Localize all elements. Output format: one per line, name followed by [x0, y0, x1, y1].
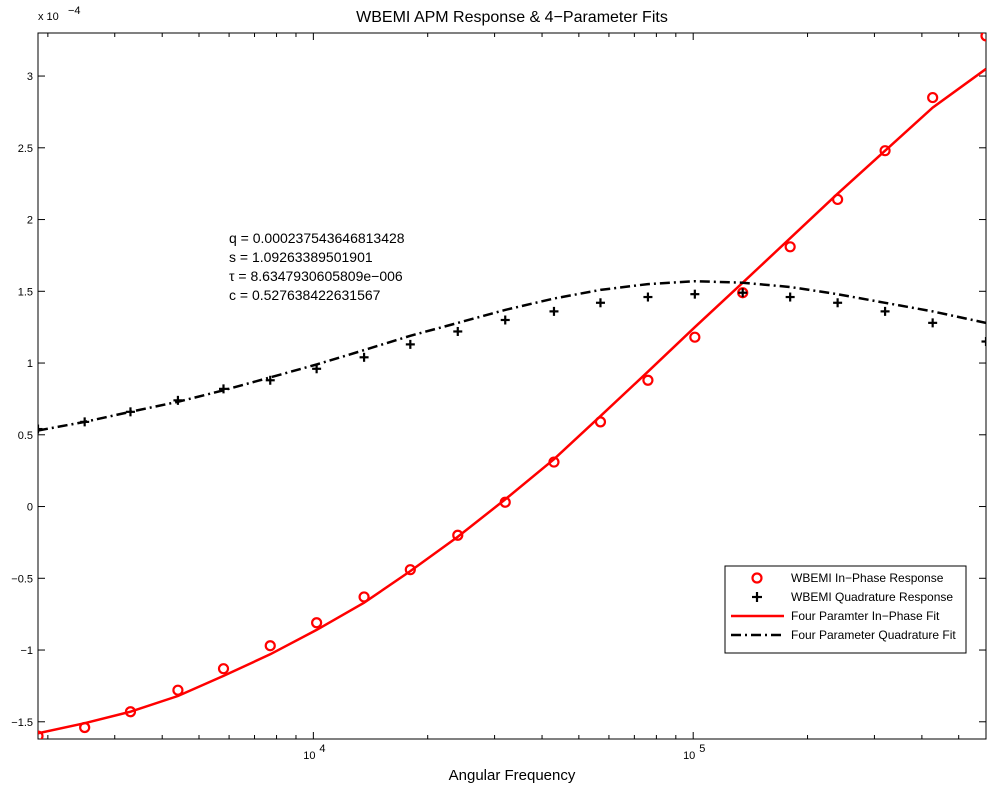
parameter-s: s = 1.09263389501901	[229, 249, 373, 265]
y-tick-label: −0.5	[11, 573, 33, 585]
y-tick-label: −1.5	[11, 717, 33, 729]
y-tick-label: 2	[27, 215, 33, 227]
y-exponent-base: x 10	[38, 11, 59, 23]
data-point-circle	[124, 706, 137, 718]
data-point-plus	[738, 288, 748, 298]
data-point-circle	[980, 33, 986, 42]
data-point-plus	[173, 395, 183, 405]
series-line	[38, 279, 986, 432]
x-tick-exponent: 4	[319, 743, 325, 755]
x-tick-label: 10	[303, 750, 315, 762]
series-3	[38, 279, 986, 432]
y-exponent-power: −4	[68, 5, 81, 17]
data-point-plus	[218, 384, 228, 394]
data-point-circle	[927, 91, 939, 104]
data-point-plus	[265, 375, 275, 385]
data-point-circle	[264, 640, 276, 652]
data-point-circle	[404, 564, 416, 576]
y-tick-label: 1	[27, 358, 33, 370]
data-point-circle	[172, 684, 184, 696]
data-point-circle	[642, 374, 654, 386]
fit-parameters: q = 0.000237543646813428 s = 1.092633895…	[229, 230, 405, 303]
data-point-plus	[453, 326, 463, 336]
data-point-circle	[38, 730, 44, 739]
y-tick-label: 0.5	[18, 430, 33, 442]
data-point-circle	[311, 617, 323, 629]
data-point-circle	[548, 456, 560, 468]
data-point-plus	[405, 339, 415, 349]
data-point-plus	[690, 289, 700, 299]
data-point-plus	[125, 407, 135, 417]
legend-label-quadrature-fit: Four Parameter Quadrature Fit	[791, 628, 956, 642]
legend: WBEMI In−Phase Response WBEMI Quadrature…	[724, 565, 967, 654]
series-markers-1	[38, 288, 986, 434]
legend-circle-marker-icon	[751, 572, 763, 584]
data-point-plus	[981, 337, 986, 347]
data-point-plus	[500, 315, 510, 325]
parameter-c: c = 0.527638422631567	[229, 287, 381, 303]
parameter-tau: τ = 8.6347930605809e−006	[229, 268, 403, 284]
data-point-circle	[689, 331, 701, 343]
y-tick-label: 0	[27, 502, 33, 514]
data-point-plus	[549, 306, 559, 316]
y-exponent-label: x 10 −4	[38, 5, 81, 23]
y-tick-label: 1.5	[18, 286, 33, 298]
data-point-circle	[879, 145, 891, 157]
data-point-circle	[358, 591, 370, 603]
x-tick-exponent: 5	[699, 743, 705, 755]
data-point-plus	[359, 352, 369, 362]
legend-box	[724, 565, 967, 654]
data-point-plus	[595, 298, 605, 308]
data-point-circle	[217, 663, 230, 675]
data-point-circle	[784, 241, 796, 253]
data-point-plus	[38, 424, 43, 434]
x-axis: 10 4 10 5	[47, 33, 960, 762]
legend-label-quadrature-response: WBEMI Quadrature Response	[791, 590, 953, 604]
data-point-plus	[80, 417, 90, 427]
data-point-circle	[452, 529, 464, 541]
x-tick-label: 10	[683, 750, 695, 762]
legend-label-inphase-response: WBEMI In−Phase Response	[791, 571, 944, 585]
series-2	[38, 67, 986, 735]
y-tick-label: 3	[27, 71, 33, 83]
data-point-plus	[785, 292, 795, 302]
data-point-plus	[880, 306, 890, 316]
y-tick-label: −1	[20, 645, 33, 657]
legend-plus-marker-icon	[752, 592, 762, 602]
data-point-circle	[79, 721, 91, 734]
legend-label-inphase-fit: Four Paramter In−Phase Fit	[791, 609, 940, 623]
data-point-circle	[499, 496, 511, 508]
series-line	[38, 67, 986, 735]
series-layer	[38, 33, 986, 739]
x-axis-label: Angular Frequency	[449, 767, 576, 784]
data-point-circle	[594, 416, 607, 428]
y-tick-label: 2.5	[18, 143, 33, 155]
data-point-circle	[832, 193, 844, 206]
parameter-q: q = 0.000237543646813428	[229, 230, 405, 246]
data-point-plus	[928, 318, 938, 328]
chart-title: WBEMI APM Response & 4−Parameter Fits	[356, 9, 668, 26]
y-axis: −1.5 −1 −0.5 0 0.5 1 1.5 2 2.5 3	[11, 71, 986, 729]
data-point-plus	[643, 292, 653, 302]
data-point-plus	[833, 298, 843, 308]
data-point-plus	[312, 364, 322, 374]
